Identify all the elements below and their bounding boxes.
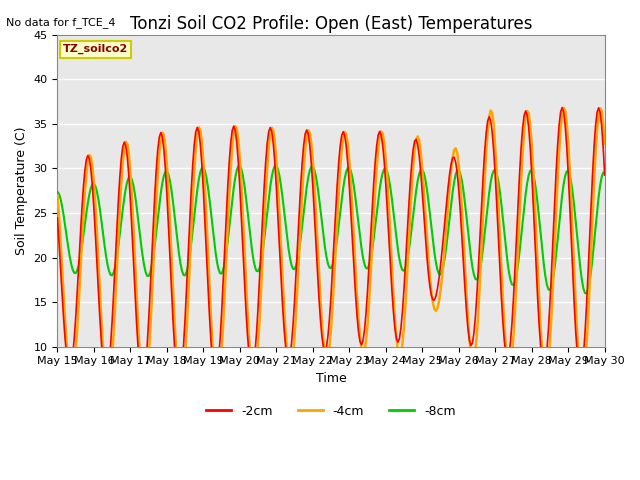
- Text: No data for f_TCE_4: No data for f_TCE_4: [6, 17, 116, 28]
- Title: Tonzi Soil CO2 Profile: Open (East) Temperatures: Tonzi Soil CO2 Profile: Open (East) Temp…: [130, 15, 532, 33]
- Legend: -2cm, -4cm, -8cm: -2cm, -4cm, -8cm: [201, 400, 461, 423]
- X-axis label: Time: Time: [316, 372, 346, 385]
- Y-axis label: Soil Temperature (C): Soil Temperature (C): [15, 126, 28, 255]
- Text: TZ_soilco2: TZ_soilco2: [63, 44, 128, 54]
